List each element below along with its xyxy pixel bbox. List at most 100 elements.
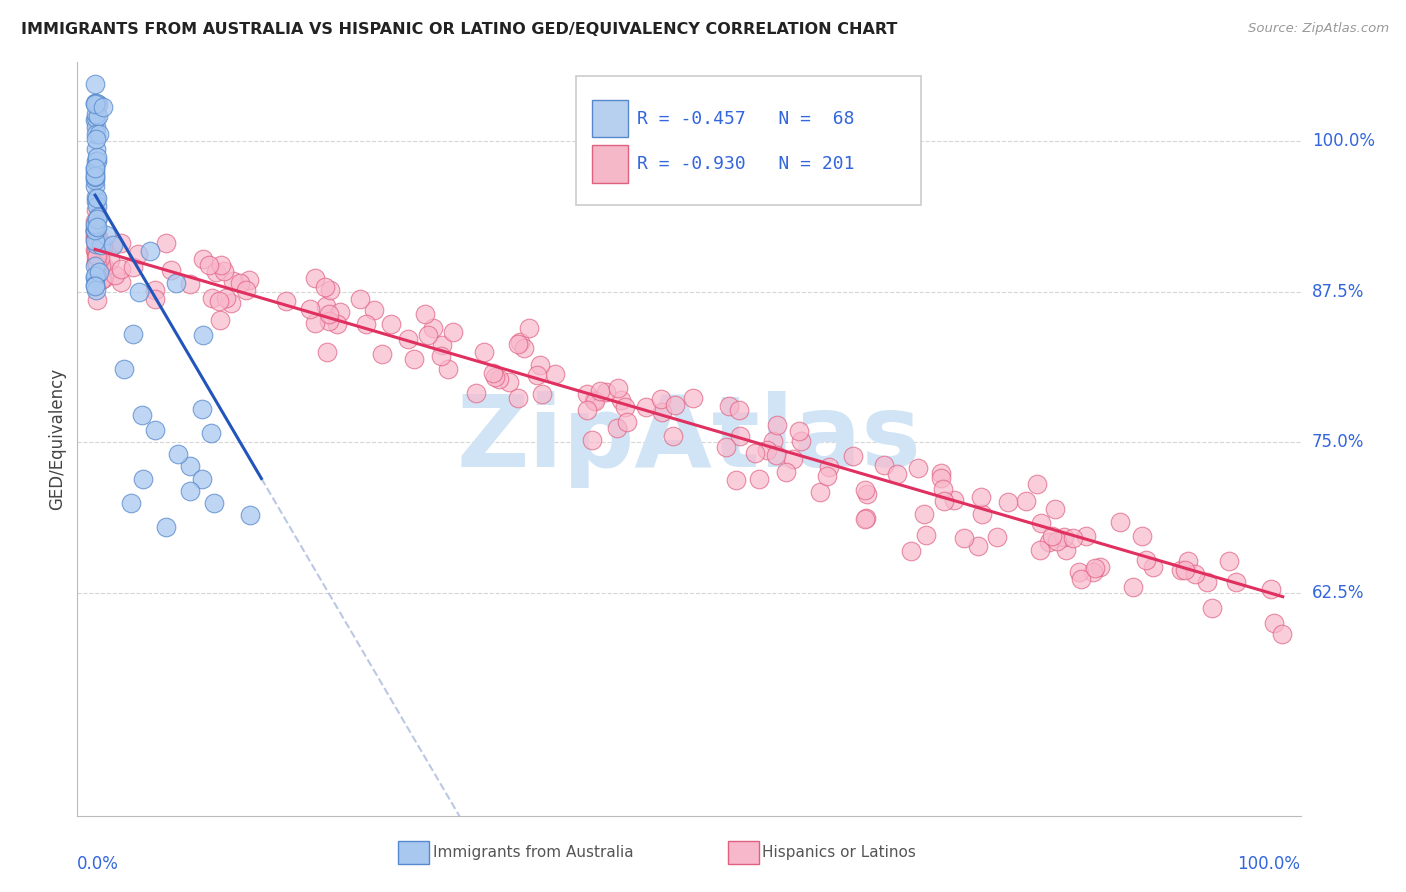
Point xyxy=(1260,582,1282,597)
Point xyxy=(139,244,162,259)
Point xyxy=(714,440,737,454)
Point xyxy=(179,459,201,474)
Point xyxy=(609,393,631,408)
Point xyxy=(634,401,657,415)
Point xyxy=(238,508,260,522)
Point xyxy=(606,421,628,435)
Point xyxy=(86,256,108,270)
Point xyxy=(193,328,215,343)
Point xyxy=(482,366,505,380)
Point xyxy=(208,293,231,308)
Point xyxy=(544,367,567,381)
Point xyxy=(1177,554,1199,568)
Point xyxy=(787,424,810,438)
Point xyxy=(298,302,321,317)
Point xyxy=(87,251,110,265)
Point xyxy=(1026,477,1049,491)
Point xyxy=(86,255,108,269)
Point xyxy=(86,293,108,307)
Point xyxy=(86,256,108,270)
Point xyxy=(583,393,606,408)
Point xyxy=(907,461,929,475)
Point xyxy=(855,511,877,525)
Text: 100.0%: 100.0% xyxy=(1237,855,1301,873)
Point xyxy=(84,230,107,244)
Point xyxy=(86,234,108,248)
Point xyxy=(84,169,107,183)
Point xyxy=(329,305,352,319)
Point xyxy=(595,384,617,399)
Point xyxy=(818,460,841,475)
Point xyxy=(84,107,107,121)
Point xyxy=(84,179,107,194)
Point xyxy=(86,219,108,234)
Point xyxy=(94,227,117,242)
Point xyxy=(856,486,879,500)
Point xyxy=(84,240,107,254)
Point xyxy=(90,259,112,273)
Point xyxy=(508,337,530,351)
Point xyxy=(765,418,787,433)
Point xyxy=(900,544,922,558)
Text: Source: ZipAtlas.com: Source: ZipAtlas.com xyxy=(1249,22,1389,36)
Point xyxy=(167,447,190,461)
Point xyxy=(84,224,107,238)
Text: Immigrants from Australia: Immigrants from Australia xyxy=(433,846,634,860)
Point xyxy=(84,224,107,238)
Point xyxy=(131,471,153,485)
Point xyxy=(775,465,797,479)
Point xyxy=(84,228,107,243)
Point xyxy=(748,472,770,486)
Point xyxy=(103,238,125,252)
Point xyxy=(1054,543,1077,558)
Point xyxy=(319,283,342,297)
Point xyxy=(193,252,215,266)
Point xyxy=(404,352,426,367)
Point xyxy=(815,468,838,483)
Point xyxy=(235,283,257,297)
Point xyxy=(84,142,107,156)
Point xyxy=(86,250,108,264)
Point xyxy=(1062,531,1084,545)
Point xyxy=(86,150,108,164)
Point xyxy=(744,446,766,460)
Point xyxy=(1088,559,1111,574)
Point xyxy=(84,244,107,258)
Point xyxy=(929,471,952,485)
Point xyxy=(191,401,214,416)
Point xyxy=(87,265,110,279)
Point xyxy=(1271,627,1294,641)
Point xyxy=(429,350,451,364)
Point xyxy=(179,483,201,498)
Point xyxy=(86,255,108,269)
Text: 87.5%: 87.5% xyxy=(1312,283,1364,301)
Point xyxy=(143,292,166,306)
Point xyxy=(86,227,108,242)
Point xyxy=(464,386,486,401)
Point xyxy=(121,260,143,275)
Point xyxy=(222,274,245,288)
Point xyxy=(84,278,107,293)
Point xyxy=(437,362,460,376)
Point xyxy=(530,387,553,401)
Text: 0.0%: 0.0% xyxy=(77,855,120,873)
Point xyxy=(1225,575,1247,590)
Point xyxy=(526,368,548,382)
Point xyxy=(84,219,107,234)
Point xyxy=(84,218,107,232)
Point xyxy=(315,299,337,313)
Point xyxy=(84,233,107,247)
Point xyxy=(93,260,115,274)
Point xyxy=(413,307,436,321)
Point xyxy=(326,318,349,332)
Point xyxy=(576,386,599,401)
Point xyxy=(98,253,121,268)
Point xyxy=(84,283,107,297)
Point xyxy=(84,279,107,293)
Point xyxy=(86,234,108,248)
Point xyxy=(84,223,107,237)
Point xyxy=(912,507,935,521)
Point xyxy=(205,264,228,278)
Point xyxy=(1201,600,1223,615)
Point xyxy=(1135,553,1157,567)
